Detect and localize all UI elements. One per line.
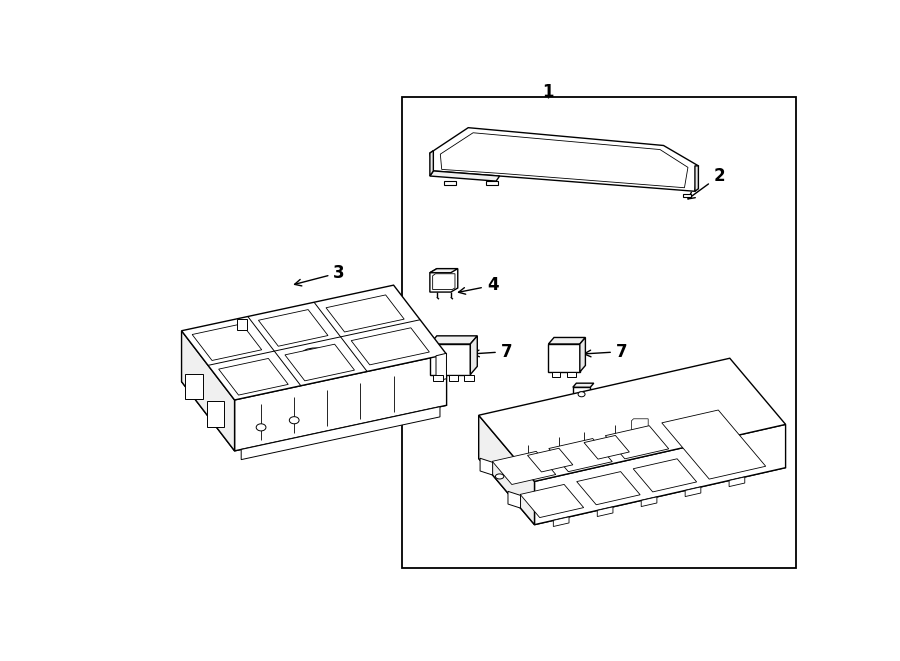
Polygon shape	[554, 517, 569, 527]
Polygon shape	[548, 344, 580, 372]
Text: 2: 2	[688, 167, 725, 199]
Text: 1: 1	[543, 83, 554, 101]
Text: 4: 4	[458, 276, 499, 294]
Polygon shape	[182, 336, 446, 451]
Polygon shape	[433, 274, 455, 290]
Polygon shape	[444, 181, 455, 185]
Polygon shape	[527, 448, 572, 472]
Polygon shape	[685, 487, 701, 496]
Polygon shape	[436, 353, 446, 381]
Polygon shape	[573, 387, 590, 415]
Polygon shape	[508, 491, 520, 508]
Polygon shape	[326, 295, 404, 332]
Ellipse shape	[578, 392, 585, 397]
Polygon shape	[573, 383, 594, 387]
Polygon shape	[479, 358, 786, 481]
Polygon shape	[241, 407, 440, 459]
Polygon shape	[580, 338, 585, 372]
Polygon shape	[535, 424, 786, 525]
Bar	[237, 319, 247, 330]
Bar	[402, 97, 796, 568]
Polygon shape	[662, 410, 766, 479]
Polygon shape	[449, 375, 458, 381]
Polygon shape	[430, 171, 500, 181]
Polygon shape	[634, 459, 697, 492]
Text: 6: 6	[685, 378, 729, 396]
Polygon shape	[606, 426, 669, 459]
Polygon shape	[219, 358, 288, 395]
Ellipse shape	[495, 474, 504, 479]
Polygon shape	[235, 354, 446, 451]
Text: 7: 7	[584, 342, 627, 361]
Circle shape	[289, 416, 299, 424]
Polygon shape	[632, 419, 648, 432]
Polygon shape	[206, 401, 224, 427]
Polygon shape	[440, 133, 688, 188]
Text: 3: 3	[294, 264, 345, 286]
Polygon shape	[193, 324, 262, 360]
Polygon shape	[598, 507, 613, 516]
Text: 5: 5	[685, 422, 729, 440]
Polygon shape	[285, 344, 355, 381]
Polygon shape	[430, 268, 458, 292]
Polygon shape	[584, 436, 629, 459]
Polygon shape	[182, 330, 235, 451]
Polygon shape	[351, 328, 429, 365]
Polygon shape	[479, 415, 535, 525]
Polygon shape	[548, 338, 585, 344]
Polygon shape	[628, 416, 651, 434]
Polygon shape	[430, 268, 458, 273]
Polygon shape	[520, 485, 584, 518]
Polygon shape	[430, 344, 471, 375]
Polygon shape	[434, 375, 443, 381]
Ellipse shape	[302, 348, 329, 361]
Polygon shape	[471, 336, 477, 375]
Polygon shape	[567, 372, 576, 377]
Polygon shape	[683, 194, 691, 198]
Polygon shape	[430, 151, 434, 176]
Polygon shape	[430, 336, 477, 344]
Polygon shape	[258, 309, 328, 346]
Polygon shape	[430, 128, 698, 191]
Polygon shape	[577, 471, 640, 505]
Polygon shape	[492, 451, 556, 485]
Polygon shape	[479, 401, 786, 525]
Polygon shape	[185, 373, 202, 399]
Polygon shape	[464, 375, 473, 381]
Polygon shape	[486, 181, 498, 184]
Polygon shape	[552, 372, 561, 377]
Polygon shape	[641, 497, 657, 506]
Polygon shape	[549, 438, 612, 472]
Polygon shape	[729, 477, 745, 486]
Polygon shape	[182, 285, 446, 400]
Text: 7: 7	[472, 342, 512, 361]
Polygon shape	[628, 416, 651, 419]
Polygon shape	[695, 166, 698, 191]
Circle shape	[256, 424, 266, 431]
Polygon shape	[480, 458, 492, 475]
